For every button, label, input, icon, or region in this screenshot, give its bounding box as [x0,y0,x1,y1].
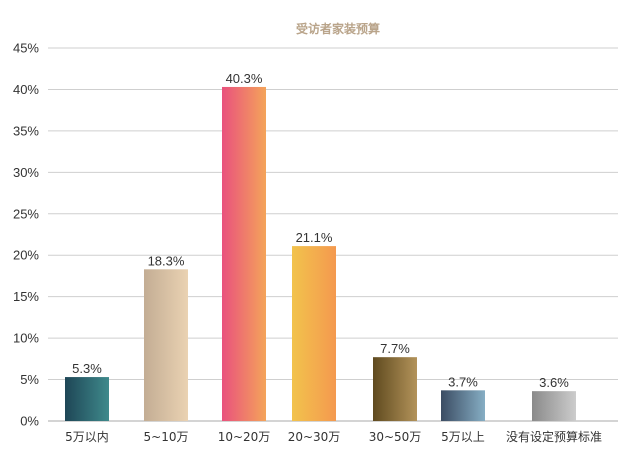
chart-title: 受访者家装预算 [296,21,380,36]
y-tick-label: 35% [13,123,39,138]
bar [373,357,417,421]
x-tick-label: 5万以内 [65,430,109,444]
data-label: 5.3% [72,361,102,376]
y-tick-label: 45% [13,41,39,56]
y-tick-label: 40% [13,82,39,97]
data-label: 18.3% [148,253,185,268]
bar [65,377,109,421]
bar [292,246,336,421]
y-tick-label: 10% [13,331,39,346]
data-labels: 5.3% 18.3% 40.3% 21.1% 7.7% 3.7% 3.6% [72,71,569,390]
x-tick-label: 5~10万 [144,430,189,444]
x-tick-label: 没有设定预算标准 [506,429,602,444]
y-tick-label: 20% [13,248,39,263]
data-label: 21.1% [296,230,333,245]
bar [441,390,485,421]
y-tick-label: 5% [20,372,39,387]
data-label: 7.7% [380,341,410,356]
x-tick-label: 30~50万 [369,430,422,444]
bars [65,86,576,422]
y-tick-label: 25% [13,206,39,221]
data-label: 40.3% [226,71,263,86]
y-axis-ticks: 0% 5% 10% 15% 20% 25% 30% 35% 40% 45% [13,41,39,429]
y-tick-label: 15% [13,289,39,304]
x-tick-label: 10~20万 [218,430,271,444]
bar [144,269,188,421]
data-label: 3.6% [539,375,569,390]
y-tick-label: 0% [20,414,39,429]
bar [222,86,266,422]
x-tick-label: 5万以上 [441,430,485,444]
data-label: 3.7% [448,374,478,389]
x-tick-label: 20~30万 [288,430,341,444]
x-axis-ticks: 5万以内 5~10万 10~20万 20~30万 30~50万 5万以上 没有设定预算标准 [65,429,602,444]
y-tick-label: 30% [13,165,39,180]
bar [532,391,576,421]
